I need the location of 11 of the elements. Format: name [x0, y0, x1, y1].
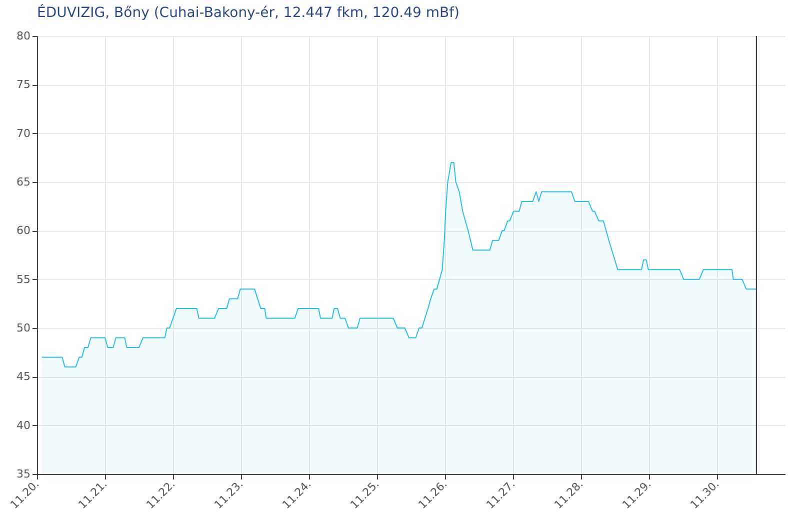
y-tick-label: 55 — [16, 272, 30, 286]
y-tick-label: 70 — [16, 126, 30, 140]
y-tick-label: 40 — [16, 418, 30, 432]
y-tick-label: 45 — [16, 370, 30, 384]
y-tick-label: 75 — [16, 78, 30, 92]
y-tick-label: 60 — [16, 224, 30, 238]
y-tick-label: 50 — [16, 322, 30, 334]
y-tick-label: 80 — [16, 30, 30, 42]
chart-title: ÉDUVIZIG, Bőny (Cuhai-Bakony-ér, 12.447 fkm, 120.49 mBf) — [37, 4, 460, 21]
y-tick-label: 35 — [16, 468, 30, 480]
y-tick-label: 65 — [16, 176, 30, 188]
